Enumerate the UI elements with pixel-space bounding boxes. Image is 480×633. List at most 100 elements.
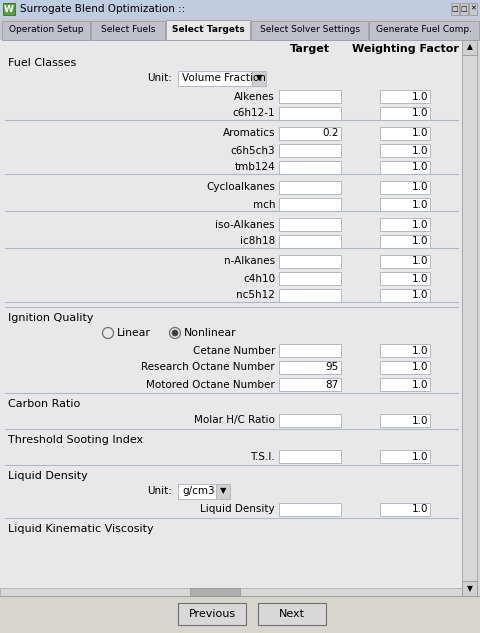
- Text: W: W: [4, 4, 14, 13]
- Bar: [380, 289, 430, 302]
- Text: c6h5ch3: c6h5ch3: [230, 146, 275, 156]
- Bar: [451, 3, 459, 15]
- Text: ic8h18: ic8h18: [240, 237, 275, 246]
- Text: 95: 95: [326, 363, 339, 372]
- Text: Next: Next: [279, 609, 305, 619]
- Text: Fuel Classes: Fuel Classes: [8, 58, 76, 68]
- Bar: [380, 378, 430, 391]
- Bar: [279, 218, 341, 231]
- Bar: [3, 3, 15, 15]
- Text: Unit:: Unit:: [147, 486, 172, 496]
- Text: 1.0: 1.0: [411, 163, 428, 173]
- Text: c4h10: c4h10: [243, 273, 275, 284]
- Bar: [0, 588, 463, 596]
- Text: □: □: [452, 6, 458, 12]
- Bar: [279, 272, 341, 285]
- Text: Cetane Number: Cetane Number: [192, 346, 275, 356]
- Bar: [380, 235, 430, 248]
- Bar: [279, 161, 341, 174]
- Bar: [279, 90, 341, 103]
- Bar: [460, 3, 468, 15]
- Bar: [469, 3, 477, 15]
- Bar: [369, 21, 479, 40]
- Text: tmb124: tmb124: [234, 163, 275, 173]
- Text: 1.0: 1.0: [411, 199, 428, 210]
- Bar: [380, 218, 430, 231]
- Bar: [380, 414, 430, 427]
- Bar: [380, 450, 430, 463]
- Text: Liquid Kinematic Viscosity: Liquid Kinematic Viscosity: [8, 524, 154, 534]
- Text: 1.0: 1.0: [411, 220, 428, 230]
- Text: Liquid Density: Liquid Density: [8, 471, 88, 481]
- Text: Select Targets: Select Targets: [172, 25, 244, 35]
- Text: Linear: Linear: [117, 328, 151, 338]
- Text: Ignition Quality: Ignition Quality: [8, 313, 94, 323]
- Bar: [178, 603, 246, 625]
- Text: c6h12-1: c6h12-1: [232, 108, 275, 118]
- Bar: [91, 21, 165, 40]
- Text: ▼: ▼: [467, 584, 472, 594]
- Text: Unit:: Unit:: [147, 73, 172, 83]
- Text: T.S.I.: T.S.I.: [250, 451, 275, 461]
- Bar: [178, 70, 252, 85]
- Text: Select Fuels: Select Fuels: [101, 25, 155, 35]
- Bar: [279, 255, 341, 268]
- Text: 1.0: 1.0: [411, 146, 428, 156]
- Bar: [380, 198, 430, 211]
- Circle shape: [169, 327, 180, 339]
- Text: ▼: ▼: [256, 73, 262, 82]
- Bar: [0, 596, 480, 633]
- Text: Operation Setup: Operation Setup: [9, 25, 83, 35]
- Bar: [462, 40, 477, 596]
- Text: 1.0: 1.0: [411, 291, 428, 301]
- Bar: [279, 344, 341, 357]
- Bar: [380, 181, 430, 194]
- Bar: [251, 21, 368, 40]
- Bar: [380, 503, 430, 516]
- Bar: [279, 181, 341, 194]
- Text: Liquid Density: Liquid Density: [200, 505, 275, 515]
- Text: Target: Target: [290, 44, 330, 54]
- Bar: [0, 0, 480, 18]
- Text: ▲: ▲: [467, 42, 472, 51]
- Text: 1.0: 1.0: [411, 108, 428, 118]
- Text: Aromatics: Aromatics: [223, 128, 275, 139]
- Bar: [2, 21, 90, 40]
- Bar: [462, 581, 477, 596]
- Text: 1.0: 1.0: [411, 92, 428, 101]
- Bar: [279, 198, 341, 211]
- Text: ▼: ▼: [220, 487, 226, 496]
- Bar: [279, 235, 341, 248]
- Text: Cycloalkanes: Cycloalkanes: [206, 182, 275, 192]
- Circle shape: [172, 330, 178, 336]
- Text: □: □: [461, 6, 468, 12]
- Bar: [279, 144, 341, 157]
- Bar: [279, 361, 341, 374]
- Bar: [0, 40, 463, 596]
- Bar: [190, 588, 240, 596]
- Bar: [380, 361, 430, 374]
- Bar: [279, 414, 341, 427]
- Bar: [380, 344, 430, 357]
- Bar: [279, 107, 341, 120]
- Text: n-Alkanes: n-Alkanes: [224, 256, 275, 266]
- Bar: [279, 450, 341, 463]
- Text: 1.0: 1.0: [411, 182, 428, 192]
- Text: Surrogate Blend Optimization ::: Surrogate Blend Optimization ::: [20, 4, 185, 14]
- Text: Weighting Factor: Weighting Factor: [351, 44, 458, 54]
- Text: 1.0: 1.0: [411, 415, 428, 425]
- Text: 87: 87: [326, 380, 339, 389]
- Text: mch: mch: [252, 199, 275, 210]
- Text: g/cm3: g/cm3: [182, 486, 215, 496]
- Bar: [178, 484, 216, 499]
- Text: Select Solver Settings: Select Solver Settings: [260, 25, 360, 35]
- Bar: [380, 127, 430, 140]
- Text: 1.0: 1.0: [411, 363, 428, 372]
- Text: 0.2: 0.2: [323, 128, 339, 139]
- Text: nc5h12: nc5h12: [236, 291, 275, 301]
- Text: Molar H/C Ratio: Molar H/C Ratio: [194, 415, 275, 425]
- Text: 1.0: 1.0: [411, 256, 428, 266]
- Bar: [380, 161, 430, 174]
- Bar: [0, 18, 480, 40]
- Text: 1.0: 1.0: [411, 380, 428, 389]
